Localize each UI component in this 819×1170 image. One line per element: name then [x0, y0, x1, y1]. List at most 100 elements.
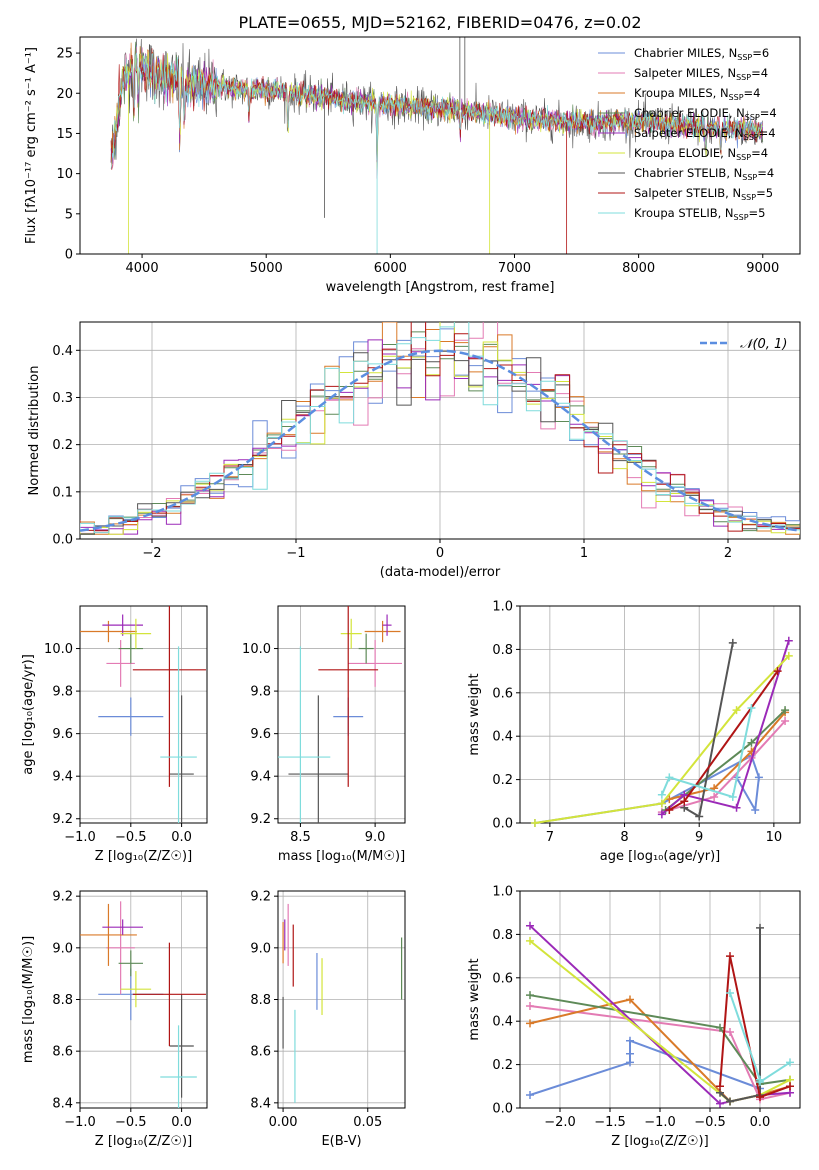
legend-subscript: SSP [729, 93, 744, 102]
series-line [529, 994, 791, 1086]
y-tick-label: 0.0 [52, 533, 73, 548]
series-marker [716, 1099, 724, 1108]
errorbar-point-salpeter-stelib [132, 606, 206, 787]
y-tick-label: 5 [65, 207, 73, 222]
x-tick-label: 8000 [622, 261, 655, 276]
series-marker [756, 923, 764, 932]
legend-label: Salpeter STELIB, NSSP=5 [634, 186, 773, 202]
series-marker [657, 810, 666, 819]
x-axis-label: wavelength [Angstrom, rest frame] [326, 280, 555, 295]
series-marker [716, 1082, 724, 1091]
x-tick-label: −1.0 [644, 1115, 676, 1130]
mass-vs-EBV-axes: 0.00 0.05 8.4 8.6 8.8 9.0 9.2 E(B-V) [250, 890, 406, 1149]
series-marker [784, 651, 793, 660]
series-marker [526, 921, 534, 930]
errorbar-point-salpeter-miles [106, 901, 135, 995]
mass-vs-Z-frame [79, 890, 208, 1109]
legend-count: =4 [751, 66, 768, 80]
y-axis-label: age [log₁₀(age/yr)] [21, 654, 36, 775]
x-tick-label: 0 [436, 546, 444, 561]
legend-count: =6 [752, 46, 769, 60]
series-marker [716, 1023, 724, 1032]
spectrum-kroupa-stelib [110, 52, 764, 169]
legend-count: =4 [759, 126, 776, 140]
series-marker [747, 703, 756, 712]
x-tick-label: 0.0 [171, 1115, 192, 1130]
x-tick-label: 0.00 [269, 1115, 298, 1130]
mass-weight-vs-age-axes: 7 8 9 10 0.0 0.2 0.4 0.6 0.8 1.0 age [log₁₀(age/yr… [467, 600, 801, 864]
gaussian-legend-label: 𝒩(0, 1) [740, 337, 787, 352]
series-line [661, 720, 786, 814]
legend-subscript: SSP [737, 53, 752, 62]
mass-vs-EBV-frame [277, 890, 406, 1109]
y-tick-label: 8.8 [52, 993, 73, 1008]
series-salpeter-elodie [657, 636, 793, 819]
series-marker [781, 706, 790, 715]
series-marker [728, 638, 737, 647]
errorbar-point-kroupa-miles [80, 903, 137, 966]
y-tick-label: 0.8 [492, 643, 513, 658]
y-tick-label: 10.0 [44, 642, 73, 657]
y-tick-label: 9.4 [250, 770, 271, 785]
age-vs-mass-frame [277, 605, 406, 824]
y-tick-label: 0.2 [52, 438, 73, 453]
series-line [719, 955, 791, 1099]
series-marker [710, 792, 719, 801]
y-tick-label: 0.4 [52, 344, 73, 359]
errorbar-point-kroupa-elodie [120, 618, 152, 649]
x-tick-label: 0.0 [171, 830, 192, 845]
series-kroupa-stelib [726, 988, 794, 1086]
series-marker [526, 991, 534, 1000]
series-kroupa-elodie [530, 651, 793, 827]
y-tick-label: 0.0 [492, 1102, 513, 1117]
x-tick-label: 6000 [374, 261, 407, 276]
errorbar-point-kroupa-stelib [160, 1025, 197, 1108]
y-tick-label: 9.2 [52, 890, 73, 905]
spectrum-axes: 4000 5000 6000 7000 8000 9000 0 5 10 15 20 25 wavele… [24, 36, 801, 295]
x-tick-label: 0.0 [750, 1115, 771, 1130]
series-marker [773, 667, 782, 676]
series-chabrier-stelib [680, 638, 737, 821]
x-axis-label: age [log₁₀(age/yr)] [600, 849, 721, 864]
legend-subscript: SSP [736, 153, 751, 162]
x-tick-label: −2.0 [544, 1115, 576, 1130]
series-marker [726, 952, 734, 961]
gaussian-curve [80, 349, 800, 532]
y-axis-label: mass [log₁₀(M/M☉)] [21, 936, 36, 1063]
legend-label: Salpeter MILES, NSSP=4 [634, 66, 768, 82]
y-tick-label: 8.6 [250, 1045, 271, 1060]
errorbar-point-chabrier-elodie [118, 950, 143, 977]
series-marker [695, 812, 704, 821]
errorbar-point-chabrier-stelib [169, 994, 194, 1098]
y-tick-label: 1.0 [492, 885, 513, 900]
y-tick-label: 9.6 [250, 727, 271, 742]
legend-count: =4 [751, 146, 768, 160]
x-tick-label: 4000 [126, 261, 159, 276]
y-tick-label: 1.0 [492, 600, 513, 615]
legend-subscript: SSP [741, 193, 756, 202]
series-marker [751, 805, 760, 814]
y-tick-label: 0.2 [492, 1058, 513, 1073]
series-marker [680, 797, 689, 806]
mass-weight-vs-Z-axes: −2.0 −1.5 −1.0 −0.5 0.0 0.0 0.2 0.4 0.6 0.8 1.0 Z [… [467, 885, 801, 1149]
x-tick-label: 7 [546, 830, 554, 845]
errorbar-point-kroupa-miles [364, 620, 401, 643]
series-marker [626, 1036, 634, 1045]
age-vs-Z-axes: −1.0 −0.5 0.0 9.2 9.4 9.6 9.8 10.0 Z [log₁₀(Z/Z☉… [21, 605, 208, 864]
x-tick-label: 8.5 [290, 830, 311, 845]
legend-subscript: SSP [745, 113, 760, 122]
series-marker [728, 792, 737, 801]
histogram-kroupa-stelib [80, 322, 800, 534]
y-tick-label: 0.3 [52, 391, 73, 406]
legend-label: Chabrier STELIB, NSSP=4 [634, 166, 774, 182]
series-marker [526, 1019, 534, 1028]
series-marker [657, 790, 666, 799]
x-tick-label: 8 [620, 830, 628, 845]
y-tick-label: 15 [56, 127, 73, 142]
legend-subscript: SSP [736, 73, 751, 82]
x-tick-label: −2 [142, 546, 161, 561]
age-vs-mass-axes: 8.5 9.0 9.2 9.4 9.6 9.8 10.0 mass [log₁₀(M/M☉)] [242, 605, 406, 864]
spectrum-frame [79, 36, 801, 255]
y-tick-label: 0.6 [492, 971, 513, 986]
errorbar-point-salpeter-miles [348, 640, 403, 687]
